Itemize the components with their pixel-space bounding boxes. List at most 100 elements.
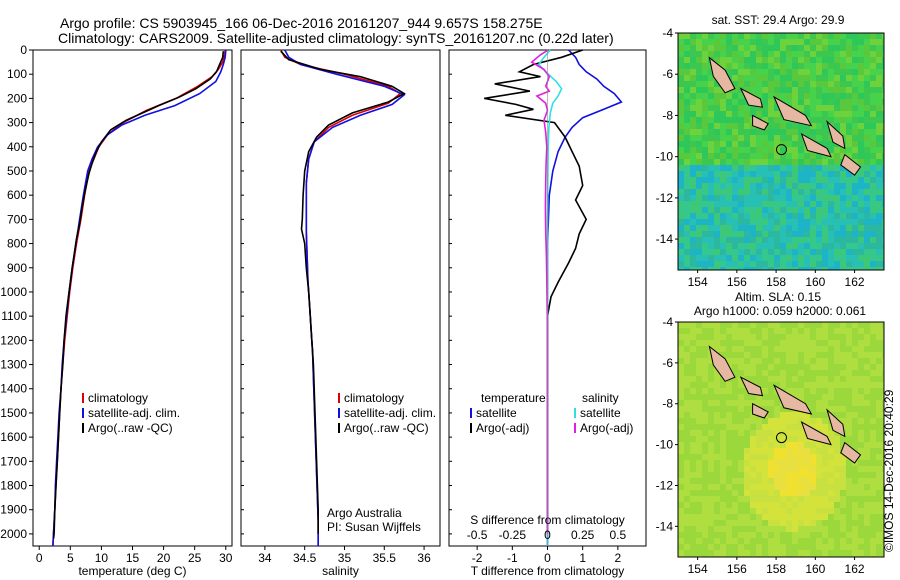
field-cell	[864, 243, 870, 249]
field-cell	[714, 490, 720, 496]
field-cell	[726, 243, 732, 249]
field-cell	[714, 123, 720, 129]
legend-title-salinity: salinity	[582, 391, 619, 405]
field-cell	[696, 219, 702, 225]
field-cell	[726, 328, 732, 334]
field-cell	[726, 33, 732, 39]
field-cell	[828, 111, 834, 117]
field-cell	[786, 430, 792, 436]
field-cell	[714, 394, 720, 400]
field-cell	[738, 544, 744, 550]
field-cell	[798, 135, 804, 141]
field-cell	[870, 267, 876, 270]
field-cell	[762, 129, 768, 135]
field-cell	[744, 328, 750, 334]
field-cell	[750, 33, 756, 39]
field-cell	[696, 63, 702, 69]
field-cell	[822, 51, 828, 57]
x-tick-label: 0	[36, 551, 43, 565]
field-cell	[678, 141, 684, 147]
field-cell	[708, 394, 714, 400]
field-cell	[696, 418, 702, 424]
field-cell	[702, 376, 708, 382]
x-tick-label: 25	[188, 551, 202, 565]
field-cell	[738, 45, 744, 51]
field-cell	[864, 394, 870, 400]
field-cell	[858, 249, 864, 255]
field-cell	[774, 454, 780, 460]
field-cell	[816, 231, 822, 237]
field-cell	[696, 334, 702, 340]
island-shape	[773, 95, 813, 127]
field-cell	[702, 340, 708, 346]
field-cell	[792, 352, 798, 358]
field-cell	[792, 69, 798, 75]
field-cell	[792, 165, 798, 171]
field-cell	[714, 514, 720, 520]
field-cell	[846, 219, 852, 225]
field-cell	[768, 508, 774, 514]
field-cell	[684, 219, 690, 225]
field-cell	[882, 544, 884, 550]
map-y-tick-label: -10	[656, 150, 674, 164]
field-cell	[882, 424, 884, 430]
field-cell	[846, 388, 852, 394]
field-cell	[690, 334, 696, 340]
field-cell	[846, 51, 852, 57]
field-cell	[858, 69, 864, 75]
field-cell	[840, 544, 846, 550]
field-cell	[852, 33, 858, 39]
field-cell	[792, 57, 798, 63]
field-cell	[846, 105, 852, 111]
field-cell	[738, 93, 744, 99]
field-cell	[858, 219, 864, 225]
field-cell	[732, 33, 738, 39]
field-cell	[780, 165, 786, 171]
field-cell	[744, 69, 750, 75]
field-cell	[846, 394, 852, 400]
field-cell	[816, 201, 822, 207]
field-cell	[840, 376, 846, 382]
field-cell	[798, 376, 804, 382]
field-cell	[834, 105, 840, 111]
field-cell	[690, 147, 696, 153]
field-cell	[744, 159, 750, 165]
field-cell	[726, 478, 732, 484]
field-cell	[834, 370, 840, 376]
field-cell	[804, 153, 810, 159]
field-cell	[744, 340, 750, 346]
field-cell	[780, 135, 786, 141]
field-cell	[876, 111, 882, 117]
field-cell	[708, 111, 714, 117]
field-cell	[876, 382, 882, 388]
field-cell	[834, 93, 840, 99]
field-cell	[732, 508, 738, 514]
field-cell	[858, 267, 864, 270]
legend-label: satellite	[580, 406, 621, 420]
field-cell	[726, 153, 732, 159]
field-cell	[828, 39, 834, 45]
field-cell	[780, 376, 786, 382]
field-cell	[810, 502, 816, 508]
field-cell	[702, 472, 708, 478]
field-cell	[798, 460, 804, 466]
field-cell	[726, 358, 732, 364]
field-cell	[708, 93, 714, 99]
field-cell	[726, 472, 732, 478]
field-cell	[714, 195, 720, 201]
field-cell	[840, 129, 846, 135]
field-cell	[690, 442, 696, 448]
field-cell	[762, 39, 768, 45]
field-cell	[858, 496, 864, 502]
field-cell	[738, 394, 744, 400]
field-cell	[696, 261, 702, 267]
field-cell	[798, 484, 804, 490]
field-cell	[702, 153, 708, 159]
field-cell	[714, 454, 720, 460]
field-cell	[858, 117, 864, 123]
field-cell	[870, 340, 876, 346]
field-cell	[684, 412, 690, 418]
field-cell	[864, 183, 870, 189]
field-cell	[840, 165, 846, 171]
field-cell	[744, 249, 750, 255]
